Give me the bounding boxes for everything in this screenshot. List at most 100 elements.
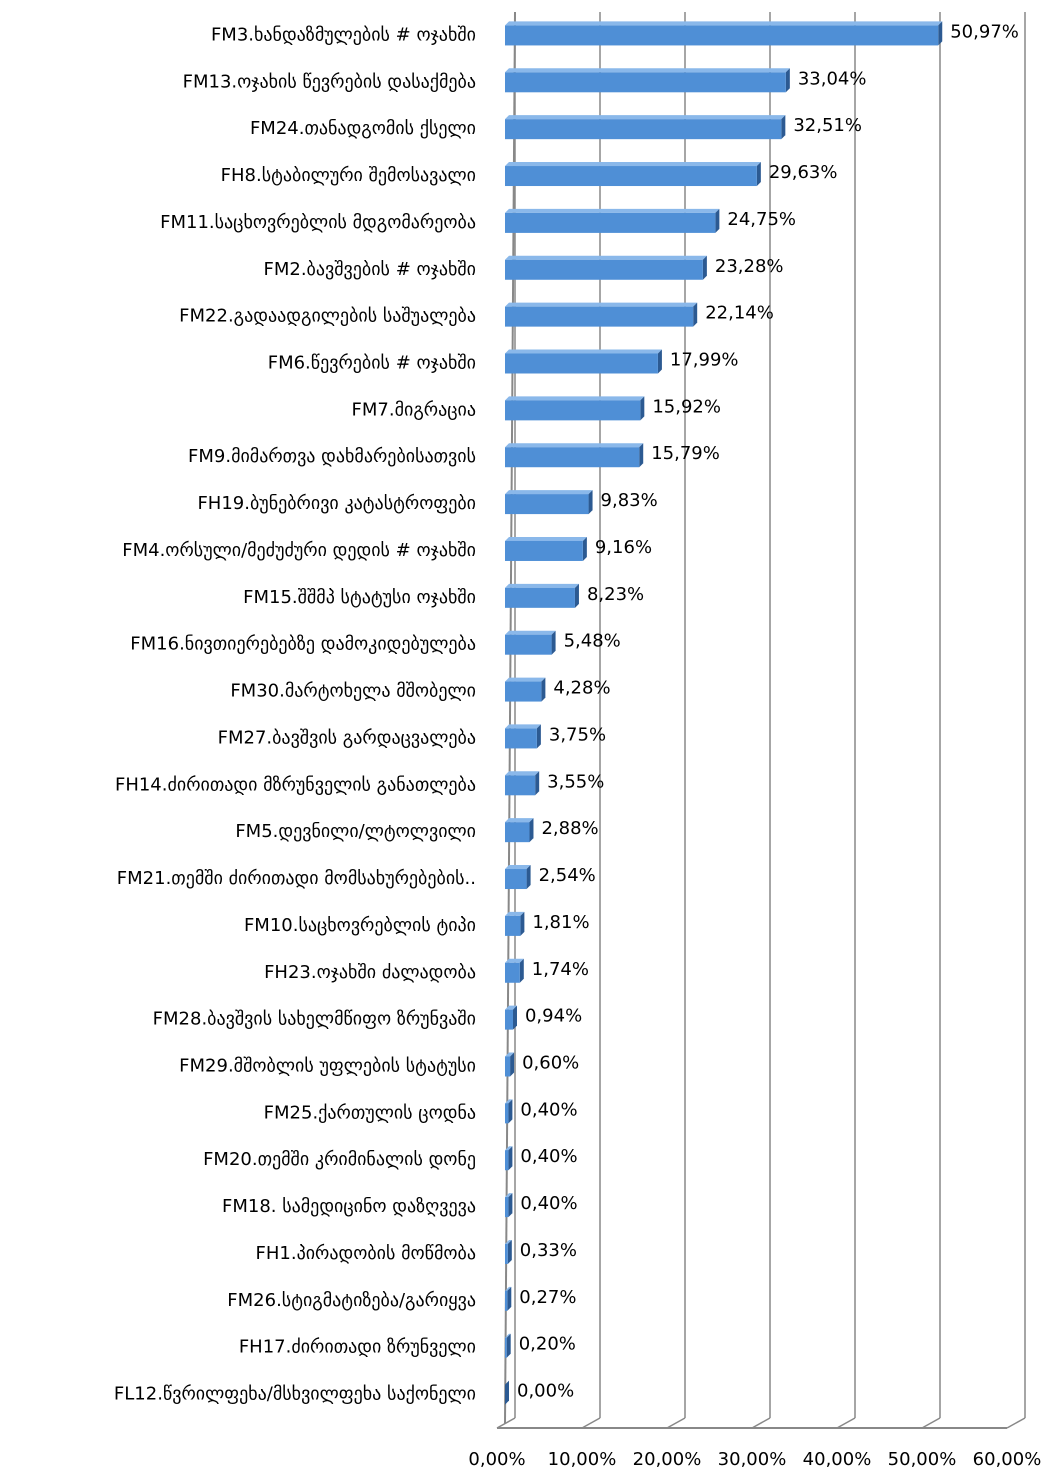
bar <box>505 677 546 702</box>
category-label: FM22.გადაადგილების საშუალება <box>179 306 476 327</box>
axis-wall <box>504 11 516 1425</box>
category-label: FM2.ბავშვების # ოჯახში <box>264 259 477 280</box>
category-label: FH14.ძირითადი მზრუნველის განათლება <box>115 774 476 795</box>
value-label: 22,14% <box>705 303 774 324</box>
x-tick-label: 0,00% <box>468 1449 525 1470</box>
bar <box>505 771 540 796</box>
category-label: FM26.სტიგმატიზება/გარიყვა <box>227 1290 476 1311</box>
bar <box>505 1099 513 1124</box>
category-label: FM21.თემში ძირითადი მომსახურებების.. <box>117 868 476 889</box>
x-tick-label: 30,00% <box>718 1449 787 1470</box>
category-label: FM3.ხანდაზმულების # ოჯახში <box>211 24 476 45</box>
bar <box>505 818 534 843</box>
bar <box>505 1146 513 1171</box>
category-label: FM10.საცხოვრებლის ტიპი <box>244 915 476 936</box>
value-label: 0,40% <box>520 1193 577 1214</box>
value-label: 2,88% <box>541 818 598 839</box>
value-label: 29,63% <box>769 162 838 183</box>
category-label: FM18. სამედიცინო დაზღვევა <box>222 1196 476 1217</box>
category-label: FM16.ნივთიერებებზე დამოკიდებულება <box>130 634 476 655</box>
category-label: FH23.ოჯახში ძალადობა <box>264 962 476 983</box>
value-label: 0,27% <box>519 1287 576 1308</box>
bar <box>505 958 524 983</box>
bar <box>505 255 707 280</box>
bar <box>505 583 579 608</box>
category-label: FM11.საცხოვრებლის მდგომარეობა <box>160 212 476 233</box>
value-label: 32,51% <box>793 115 862 136</box>
grid-line <box>836 1417 856 1429</box>
value-label: 33,04% <box>798 68 867 89</box>
category-label: FM15.შშმპ სტატუსი ოჯახში <box>243 587 476 608</box>
value-label: 17,99% <box>670 350 739 371</box>
grid-line <box>921 1417 941 1429</box>
grid-line <box>751 1417 771 1429</box>
value-label: 0,94% <box>525 1006 582 1027</box>
bar <box>505 68 790 93</box>
bar <box>505 349 662 374</box>
bar <box>505 630 556 655</box>
category-label: FH19.ბუნებრივი კატასტროფები <box>197 493 476 514</box>
value-label: 0,00% <box>517 1381 574 1402</box>
category-label: FH1.პირადობის მოწმობა <box>256 1243 477 1264</box>
value-label: 15,79% <box>651 443 720 464</box>
value-label: 0,40% <box>520 1099 577 1120</box>
bar <box>505 396 645 421</box>
category-label: FM29.მშობლის უფლების სტატუსი <box>179 1056 476 1077</box>
bar <box>505 208 720 233</box>
bar <box>505 490 593 515</box>
category-label: FH17.ძირითადი ზრუნველი <box>239 1337 476 1358</box>
x-tick-label: 20,00% <box>633 1449 702 1470</box>
bar <box>505 115 786 140</box>
category-label: FM30.მარტოხელა მშობელი <box>230 681 476 702</box>
value-label: 3,75% <box>549 724 606 745</box>
x-tick-label: 40,00% <box>803 1449 872 1470</box>
category-label: FM28.ბავშვის სახელმწიფო ზრუნვაში <box>153 1009 476 1030</box>
category-label: FM27.ბავშვის გარდაცვალება <box>218 727 476 748</box>
value-label: 50,97% <box>950 21 1019 42</box>
bar <box>505 724 541 749</box>
bar <box>505 443 644 468</box>
bar <box>505 1239 512 1264</box>
bar <box>505 1052 515 1077</box>
bar <box>505 1005 517 1030</box>
value-label: 3,55% <box>547 771 604 792</box>
category-label: FH8.სტაბილური შემოსავალი <box>221 165 476 186</box>
bar <box>505 21 943 46</box>
bar <box>505 865 531 890</box>
bar <box>505 1333 511 1358</box>
x-tick-label: 50,00% <box>888 1449 957 1470</box>
value-label: 15,92% <box>652 396 721 417</box>
bar <box>505 162 761 187</box>
value-label: 5,48% <box>564 631 621 652</box>
category-label: FM20.თემში კრიმინალის დონე <box>203 1149 476 1170</box>
grid-line <box>581 1417 601 1429</box>
bar <box>505 1286 512 1311</box>
value-label: 23,28% <box>715 256 784 277</box>
value-label: 0,20% <box>519 1334 576 1355</box>
value-label: 9,83% <box>601 490 658 511</box>
value-label: 4,28% <box>553 678 610 699</box>
category-label: FM7.მიგრაცია <box>352 399 476 420</box>
category-label: FM24.თანადგომის ქსელი <box>250 118 476 139</box>
x-tick-label: 10,00% <box>548 1449 617 1470</box>
value-label: 0,40% <box>520 1146 577 1167</box>
value-label: 1,81% <box>532 912 589 933</box>
value-label: 9,16% <box>595 537 652 558</box>
x-tick-label: 60,00% <box>973 1449 1042 1470</box>
value-label: 0,33% <box>520 1240 577 1261</box>
category-label: FM5.დევნილი/ლტოლვილი <box>235 821 476 842</box>
category-label: FM4.ორსული/მეძუძური დედის # ოჯახში <box>122 540 476 561</box>
bar <box>505 911 525 936</box>
value-label: 24,75% <box>727 209 796 230</box>
value-label: 1,74% <box>532 959 589 980</box>
category-label: FL12.წვრილფეხა/მსხვილფეხა საქონელი <box>114 1384 476 1405</box>
value-label: 0,60% <box>522 1053 579 1074</box>
category-label: FM25.ქართულის ცოდნა <box>264 1102 476 1123</box>
bar <box>505 1193 513 1218</box>
bar <box>505 1380 509 1405</box>
value-label: 8,23% <box>587 584 644 605</box>
value-label: 2,54% <box>539 865 596 886</box>
bar <box>505 302 698 327</box>
grid-line <box>1006 1417 1026 1429</box>
